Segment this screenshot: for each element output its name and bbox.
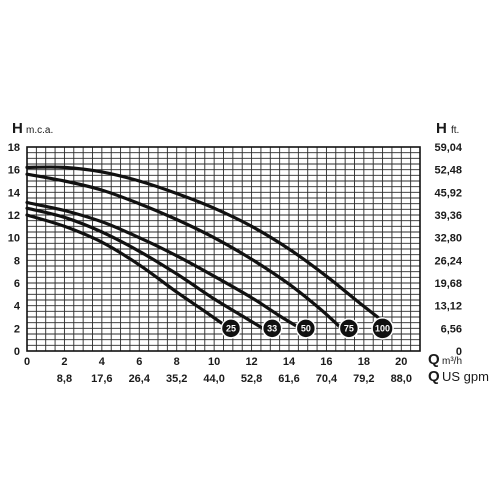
plot-frame (26, 146, 421, 352)
x-tick-label: 8 (174, 356, 180, 368)
x-secondary-tick-label: 88,0 (391, 373, 412, 385)
left-tick-label: 18 (8, 142, 20, 154)
x-axis-unit: m³/h (442, 356, 462, 367)
right-tick-label: 0 (456, 346, 462, 358)
right-axis-unit: ft. (451, 125, 459, 136)
right-tick-label: 52,48 (434, 165, 462, 177)
right-tick-label: 39,36 (434, 210, 462, 222)
badge-100 (371, 317, 394, 340)
badge-50 (295, 318, 317, 339)
grid (26, 146, 421, 352)
left-tick-label: 12 (8, 210, 20, 222)
x-secondary-tick-label: 26,4 (129, 373, 151, 385)
left-tick-label: 0 (14, 346, 20, 358)
badge-label-100: 100 (375, 324, 390, 334)
right-tick-label: 6,56 (441, 323, 462, 335)
right-tick-label: 19,68 (434, 278, 462, 290)
right-tick-label: 26,24 (434, 255, 462, 267)
left-tick-label: 6 (14, 278, 20, 290)
x-secondary-tick-label: 17,6 (91, 373, 112, 385)
left-tick-label: 10 (8, 233, 20, 245)
curve-33 (25, 206, 269, 333)
left-tick-label: 14 (8, 187, 21, 199)
right-axis-title: H ft. (436, 120, 459, 137)
badge-label-25: 25 (226, 324, 236, 334)
x-secondary-tick-label: 35,2 (166, 373, 187, 385)
x-tick-label: 14 (283, 356, 296, 368)
x-axis-letter: Q (428, 351, 440, 368)
left-axis-letter: H (12, 120, 23, 137)
right-tick-label: 59,04 (434, 142, 462, 154)
x-axis-secondary-title: Q US gpm (428, 368, 489, 385)
left-tick-label: 4 (14, 301, 21, 313)
pump-curves (25, 165, 388, 333)
x-tick-label: 2 (61, 356, 67, 368)
x-axis-title: Q m³/h (428, 351, 462, 368)
x-axis-secondary-letter: Q (428, 368, 440, 385)
x-tick-label: 4 (99, 356, 106, 368)
left-tick-label: 8 (14, 255, 20, 267)
badge-label-50: 50 (301, 324, 311, 334)
tick-labels: 0 2 4 6 8 10 12 14 16 18 0 6,56 13,12 19,68 26,24 32,80… (8, 142, 463, 385)
right-tick-label: 45,92 (434, 187, 462, 199)
left-tick-label: 16 (8, 165, 20, 177)
badge-33 (261, 318, 283, 339)
left-tick-label: 2 (14, 323, 20, 335)
curve-badges: 25 33 50 75 100 (220, 317, 394, 340)
curve-25 (25, 213, 231, 330)
badge-25 (220, 318, 242, 339)
x-tick-label: 16 (320, 356, 332, 368)
right-tick-label: 13,12 (434, 301, 462, 313)
x-secondary-tick-label: 52,8 (241, 373, 262, 385)
curve-100 (25, 165, 388, 326)
x-secondary-tick-label: 70,4 (316, 373, 338, 385)
x-tick-label: 10 (208, 356, 220, 368)
x-secondary-tick-label: 79,2 (353, 373, 374, 385)
left-axis-unit: m.c.a. (26, 125, 53, 136)
curve-50 (25, 200, 302, 330)
x-tick-label: 0 (24, 356, 30, 368)
x-tick-label: 20 (395, 356, 407, 368)
right-axis-letter: H (436, 120, 447, 137)
x-axis-secondary-unit: US gpm (442, 369, 489, 384)
x-tick-label: 18 (358, 356, 370, 368)
left-axis-title: H m.c.a. (12, 120, 53, 137)
badge-label-75: 75 (344, 324, 354, 334)
x-secondary-tick-label: 61,6 (278, 373, 299, 385)
x-secondary-tick-label: 44,0 (203, 373, 224, 385)
badge-75 (338, 318, 360, 339)
x-tick-label: 12 (245, 356, 257, 368)
right-tick-label: 32,80 (434, 233, 462, 245)
badge-label-33: 33 (267, 324, 277, 334)
x-tick-label: 6 (136, 356, 142, 368)
x-secondary-tick-label: 8,8 (57, 373, 72, 385)
curve-75 (25, 172, 343, 330)
